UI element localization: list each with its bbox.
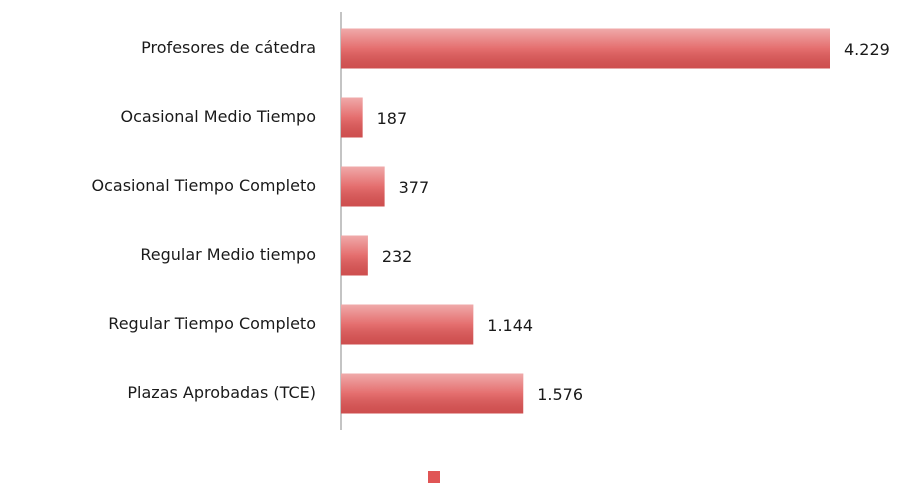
data-label: 4.229 (844, 40, 890, 59)
data-label: 1.576 (537, 385, 583, 404)
bar-shine (341, 166, 385, 207)
data-label: 1.144 (487, 316, 533, 335)
legend-swatch (428, 471, 440, 483)
bar-shine (341, 28, 830, 69)
data-label: 232 (382, 247, 413, 266)
bar-shine (341, 235, 368, 276)
bar-shine (341, 304, 474, 345)
bar-shine (341, 373, 524, 414)
data-label: 377 (399, 178, 430, 197)
data-label: 187 (377, 109, 408, 128)
y-tick-label: Regular Medio tiempo (140, 245, 316, 264)
y-tick-label: Plazas Aprobadas (TCE) (127, 383, 316, 402)
y-tick-label: Ocasional Medio Tiempo (121, 107, 316, 126)
y-tick-label: Regular Tiempo Completo (108, 314, 316, 333)
y-tick-label: Profesores de cátedra (141, 38, 316, 57)
y-tick-label: Ocasional Tiempo Completo (92, 176, 316, 195)
bar-shine (341, 97, 363, 138)
